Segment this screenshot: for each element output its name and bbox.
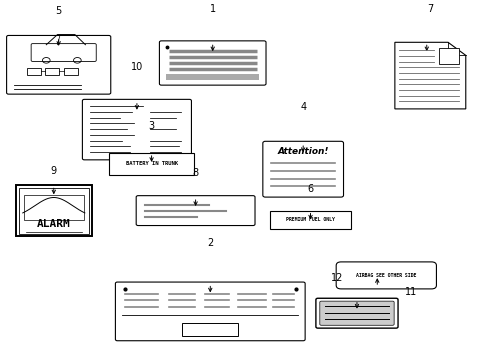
- Text: 6: 6: [307, 184, 313, 194]
- FancyBboxPatch shape: [7, 36, 110, 94]
- Bar: [182, 323, 238, 336]
- Text: Attention!: Attention!: [277, 147, 328, 156]
- Bar: [19, 188, 89, 234]
- Text: AIRBAG SEE OTHER SIDE: AIRBAG SEE OTHER SIDE: [355, 273, 416, 278]
- FancyBboxPatch shape: [136, 196, 255, 225]
- FancyBboxPatch shape: [319, 301, 393, 325]
- Text: 7: 7: [427, 4, 432, 14]
- Polygon shape: [394, 42, 465, 109]
- FancyBboxPatch shape: [31, 44, 96, 62]
- Text: 4: 4: [300, 102, 305, 112]
- Bar: [26, 68, 41, 75]
- Text: 8: 8: [192, 168, 198, 178]
- Text: 2: 2: [207, 238, 213, 248]
- Bar: [108, 153, 194, 175]
- FancyBboxPatch shape: [263, 141, 343, 197]
- Text: 5: 5: [56, 6, 61, 16]
- Bar: [269, 211, 350, 229]
- FancyBboxPatch shape: [82, 99, 191, 160]
- Bar: [166, 74, 259, 80]
- Bar: [438, 48, 458, 64]
- Bar: [16, 185, 92, 236]
- Text: PREMIUM FUEL ONLY: PREMIUM FUEL ONLY: [285, 217, 334, 222]
- Bar: [44, 68, 59, 75]
- Bar: [63, 68, 78, 75]
- FancyBboxPatch shape: [159, 41, 265, 85]
- FancyBboxPatch shape: [315, 298, 397, 328]
- FancyBboxPatch shape: [115, 282, 305, 341]
- FancyBboxPatch shape: [336, 262, 435, 289]
- Text: 12: 12: [330, 273, 343, 283]
- Text: BATTERY IN TRUNK: BATTERY IN TRUNK: [125, 161, 177, 166]
- Text: 10: 10: [130, 62, 143, 72]
- Text: ALARM: ALARM: [37, 219, 71, 229]
- Text: 11: 11: [404, 287, 416, 297]
- Bar: [23, 195, 84, 220]
- Text: 3: 3: [148, 121, 154, 131]
- Text: 1: 1: [209, 4, 215, 14]
- Text: 9: 9: [51, 166, 57, 176]
